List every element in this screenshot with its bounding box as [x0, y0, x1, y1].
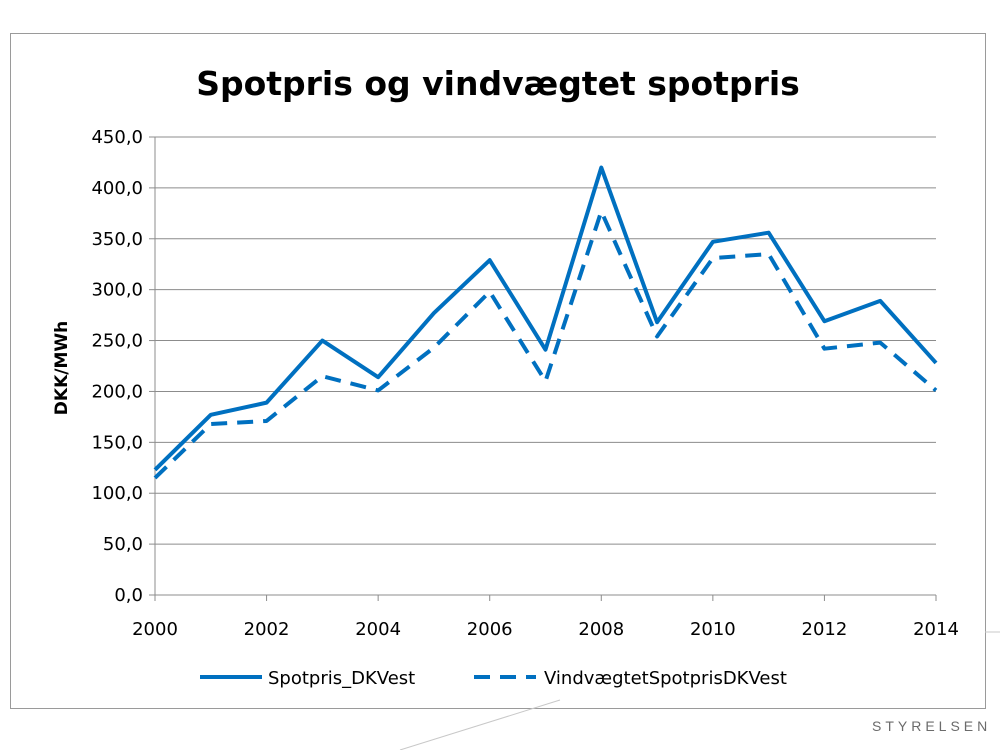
x-tick-label: 2014 [913, 619, 959, 640]
y-tick-label: 100,0 [91, 483, 143, 504]
legend-label-vindvaegtet: VindvægtetSpotprisDKVest [544, 668, 787, 689]
y-axis-label: DKK/MWh [52, 321, 72, 415]
chart-title: Spotpris og vindvægtet spotpris [196, 64, 800, 103]
y-tick-label: 400,0 [91, 178, 143, 199]
axis-layer: 0,0 50,0 100,0 150,0 200,0 250,0 300,0 350,0 400… [91, 127, 958, 640]
x-tick-label: 2006 [467, 619, 513, 640]
y-tick-label: 300,0 [91, 280, 143, 301]
y-tick-label: 50,0 [103, 534, 143, 555]
x-tick-label: 2004 [355, 619, 401, 640]
y-tick-label: 450,0 [91, 127, 143, 148]
x-tick-label: 2012 [802, 619, 848, 640]
y-tick-label: 150,0 [91, 432, 143, 453]
series-line-1 [153, 209, 938, 480]
y-tick-label: 200,0 [91, 381, 143, 402]
brand-text: STYRELSEN [872, 718, 991, 734]
legend: Spotpris_DKVest VindvægtetSpotprisDKVest [200, 668, 787, 689]
grid-layer [155, 136, 936, 545]
series-line-0 [153, 165, 938, 472]
legend-label-spotpris: Spotpris_DKVest [268, 668, 415, 689]
y-tick-label: 250,0 [91, 331, 143, 352]
x-tick-label: 2010 [690, 619, 736, 640]
y-tick-label: 350,0 [91, 229, 143, 250]
x-tick-label: 2002 [244, 619, 290, 640]
y-tick-label: 0,0 [114, 585, 143, 606]
x-tick-label: 2008 [578, 619, 624, 640]
decor-line [399, 699, 561, 750]
x-tick-label: 2000 [132, 619, 178, 640]
series-layer [153, 165, 938, 480]
chart-frame [10, 33, 986, 709]
